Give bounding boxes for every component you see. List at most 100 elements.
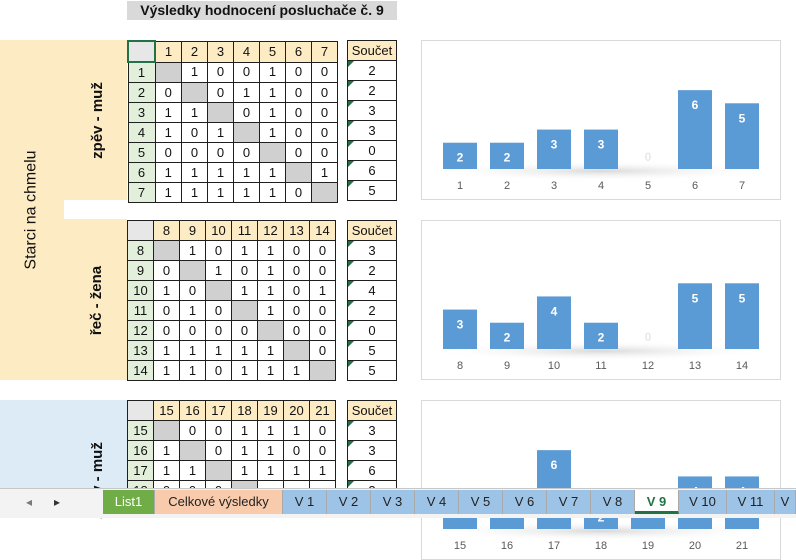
sheet-tab-v-5[interactable]: V 5 — [459, 490, 503, 514]
row-header[interactable]: 12 — [127, 320, 154, 341]
column-header[interactable]: 1 — [154, 40, 182, 63]
diagonal-cell[interactable] — [309, 360, 336, 381]
sum-cell[interactable]: 2 — [347, 60, 397, 81]
sum-cell[interactable]: 3 — [347, 120, 397, 141]
matrix-cell[interactable]: 1 — [257, 420, 284, 441]
sheet-tab-list1[interactable]: List1 — [103, 490, 155, 514]
sum-header[interactable]: Součet — [347, 220, 397, 241]
column-header[interactable]: 6 — [285, 40, 312, 63]
matrix-cell[interactable]: 1 — [179, 340, 206, 361]
matrix-cell[interactable]: 1 — [231, 460, 258, 481]
sum-header[interactable]: Součet — [347, 400, 397, 421]
sum-cell[interactable]: 6 — [347, 160, 397, 181]
chart-bar[interactable] — [490, 142, 524, 169]
matrix-cell[interactable]: 0 — [179, 280, 206, 301]
matrix-cell[interactable]: 1 — [257, 440, 284, 461]
matrix-cell[interactable]: 0 — [231, 320, 258, 341]
matrix-cell[interactable]: 0 — [309, 440, 336, 461]
matrix-corner-cell[interactable] — [127, 400, 154, 421]
matrix-cell[interactable]: 0 — [283, 440, 310, 461]
matrix-cell[interactable]: 1 — [257, 260, 284, 281]
row-header[interactable]: 13 — [127, 340, 154, 361]
matrix-cell[interactable]: 0 — [207, 61, 234, 83]
chart-bar[interactable] — [443, 142, 477, 169]
matrix-cell[interactable]: 0 — [309, 420, 336, 441]
sum-cell[interactable]: 0 — [347, 320, 397, 341]
matrix-cell[interactable]: 1 — [207, 122, 234, 143]
row-header[interactable]: 5 — [127, 142, 156, 163]
matrix-cell[interactable]: 0 — [233, 61, 260, 83]
diagonal-cell[interactable] — [154, 61, 182, 83]
diagonal-cell[interactable] — [179, 440, 206, 461]
sum-cell[interactable]: 3 — [347, 440, 397, 461]
sum-cell[interactable]: 3 — [347, 420, 397, 441]
matrix-cell[interactable]: 0 — [207, 142, 234, 163]
sheet-tab-v-3[interactable]: V 3 — [371, 490, 415, 514]
chart-bar[interactable] — [443, 309, 477, 349]
matrix-corner-cell[interactable] — [127, 220, 154, 241]
matrix-cell[interactable]: 0 — [283, 260, 310, 281]
sum-cell[interactable]: 5 — [347, 360, 397, 381]
sheet-tab-celkové-výsledky[interactable]: Celkové výsledky — [155, 490, 283, 514]
matrix-cell[interactable]: 1 — [179, 240, 206, 261]
row-header[interactable]: 2 — [127, 82, 156, 103]
matrix-cell[interactable]: 0 — [154, 82, 182, 103]
sum-cell[interactable]: 5 — [347, 180, 397, 201]
sum-cell[interactable]: 0 — [347, 140, 397, 161]
diagonal-cell[interactable] — [205, 460, 232, 481]
column-header[interactable]: 18 — [231, 400, 258, 421]
matrix-cell[interactable]: 0 — [309, 300, 336, 321]
matrix-cell[interactable]: 0 — [233, 102, 260, 123]
matrix-cell[interactable]: 1 — [153, 340, 180, 361]
sum-cell[interactable]: 5 — [347, 340, 397, 361]
matrix-cell[interactable]: 1 — [259, 61, 286, 83]
diagonal-cell[interactable] — [181, 82, 208, 103]
matrix-cell[interactable]: 1 — [257, 300, 284, 321]
row-header[interactable]: 6 — [127, 162, 156, 183]
matrix-cell[interactable]: 0 — [311, 82, 338, 103]
chart-bar[interactable] — [725, 283, 759, 349]
chart-bar[interactable] — [537, 296, 571, 349]
sheet-tab-v-6[interactable]: V 6 — [503, 490, 547, 514]
sheet-tab-v-11[interactable]: V 11 — [727, 490, 775, 514]
matrix-cell[interactable]: 0 — [154, 142, 182, 163]
row-header[interactable]: 17 — [127, 460, 154, 481]
matrix-cell[interactable]: 0 — [153, 300, 180, 321]
column-header[interactable]: 5 — [259, 40, 286, 63]
chart-bar[interactable] — [537, 129, 571, 169]
column-header[interactable]: 16 — [179, 400, 206, 421]
column-header[interactable]: 17 — [205, 400, 232, 421]
chart-bar[interactable] — [678, 283, 712, 349]
column-header[interactable]: 3 — [207, 40, 234, 63]
sheet-tab-v-10[interactable]: V 10 — [679, 490, 727, 514]
sum-header[interactable]: Součet — [347, 40, 397, 61]
column-header[interactable]: 7 — [311, 40, 338, 63]
sum-cell[interactable]: 6 — [347, 460, 397, 481]
column-header[interactable]: 19 — [257, 400, 284, 421]
matrix-cell[interactable]: 1 — [179, 360, 206, 381]
matrix-cell[interactable]: 1 — [259, 162, 286, 183]
column-header[interactable]: 20 — [283, 400, 310, 421]
matrix-cell[interactable]: 0 — [311, 61, 338, 83]
matrix-cell[interactable]: 0 — [231, 260, 258, 281]
matrix-cell[interactable]: 0 — [205, 440, 232, 461]
tab-scroll-left-icon[interactable]: ◂ — [26, 495, 33, 509]
matrix-cell[interactable]: 0 — [309, 260, 336, 281]
matrix-cell[interactable]: 1 — [283, 420, 310, 441]
matrix-cell[interactable]: 0 — [205, 360, 232, 381]
matrix-cell[interactable]: 0 — [205, 320, 232, 341]
diagonal-cell[interactable] — [257, 320, 284, 341]
chart-bar[interactable] — [584, 129, 618, 169]
matrix-cell[interactable]: 1 — [233, 162, 260, 183]
matrix-cell[interactable]: 1 — [309, 460, 336, 481]
matrix-cell[interactable]: 0 — [283, 240, 310, 261]
row-header[interactable]: 10 — [127, 280, 154, 301]
matrix-cell[interactable]: 1 — [154, 182, 182, 203]
matrix-cell[interactable]: 0 — [207, 82, 234, 103]
matrix-cell[interactable]: 1 — [233, 182, 260, 203]
matrix-cell[interactable]: 0 — [283, 280, 310, 301]
matrix-cell[interactable]: 1 — [154, 162, 182, 183]
matrix-cell[interactable]: 1 — [181, 61, 208, 83]
matrix-cell[interactable]: 0 — [205, 240, 232, 261]
matrix-cell[interactable]: 0 — [179, 320, 206, 341]
